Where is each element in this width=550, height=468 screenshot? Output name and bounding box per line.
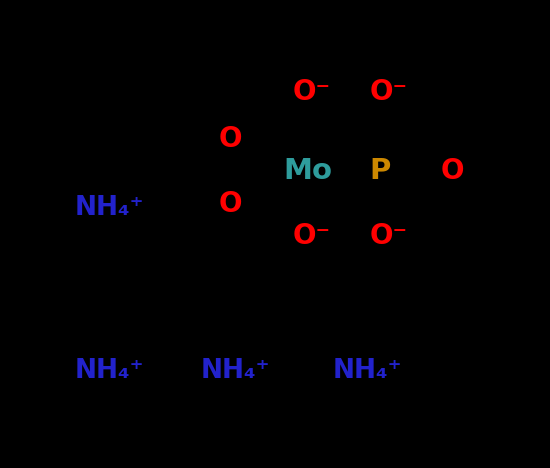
Text: NH₄⁺: NH₄⁺ <box>332 358 402 385</box>
Text: Mo: Mo <box>283 157 332 185</box>
Text: NH₄⁺: NH₄⁺ <box>200 358 270 385</box>
Text: O⁻: O⁻ <box>370 78 408 106</box>
Text: O: O <box>219 190 243 218</box>
Text: NH₄⁺: NH₄⁺ <box>74 195 144 220</box>
Text: O⁻: O⁻ <box>293 78 331 106</box>
Text: O: O <box>441 157 464 185</box>
Text: P: P <box>369 157 390 185</box>
Text: O⁻: O⁻ <box>370 222 408 250</box>
Text: NH₄⁺: NH₄⁺ <box>74 358 144 385</box>
Text: O: O <box>219 125 243 153</box>
Text: O⁻: O⁻ <box>293 222 331 250</box>
